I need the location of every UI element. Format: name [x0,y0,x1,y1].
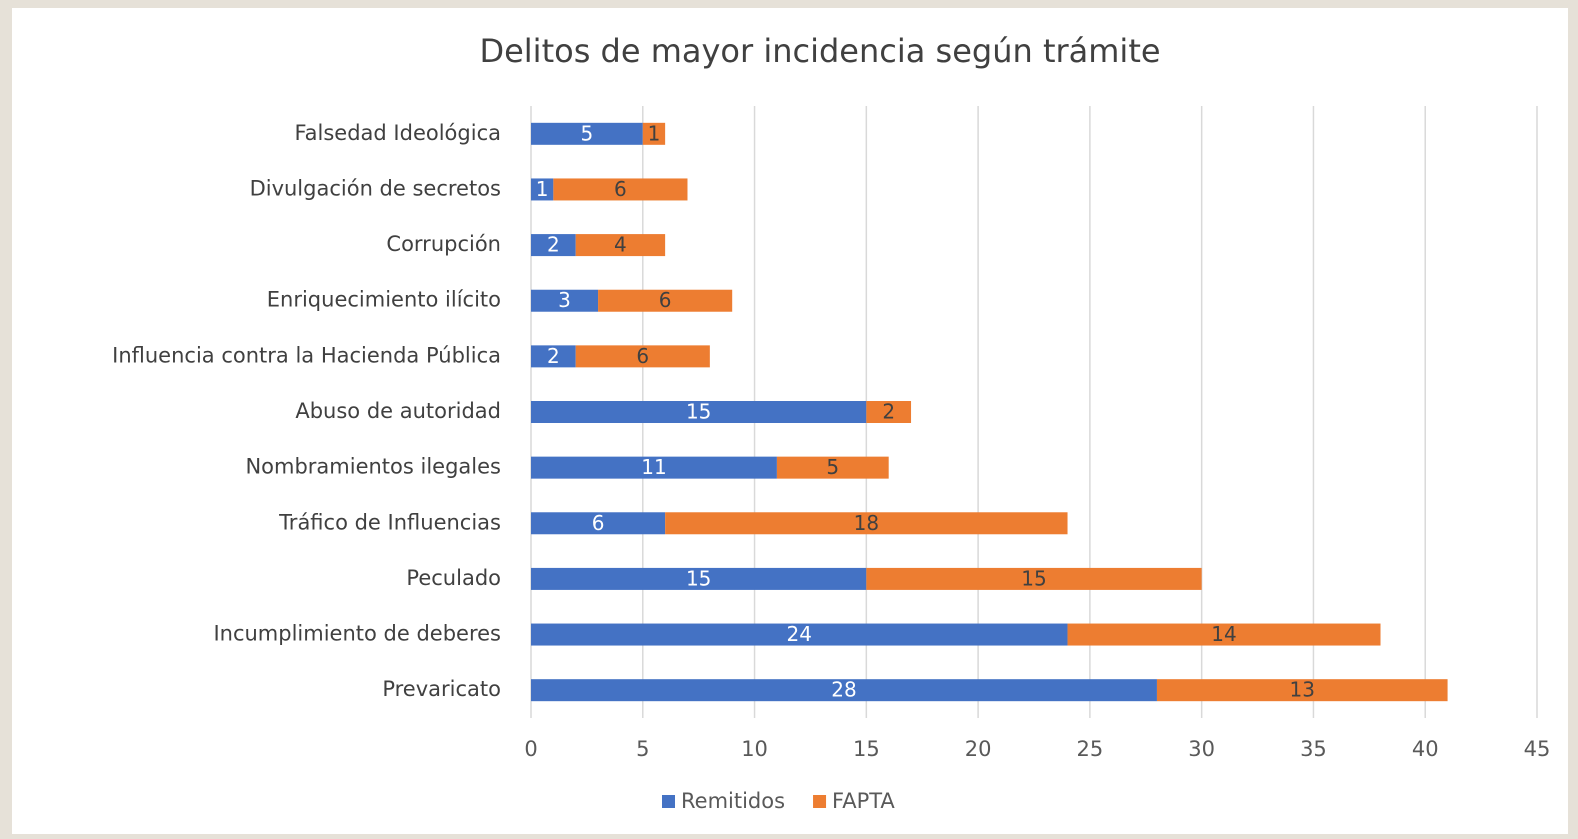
bar-segment [598,289,733,312]
data-label: 13 [1290,678,1315,702]
x-tick-label: 10 [741,737,768,761]
y-tick-label: Tráfico de Influencias [278,510,501,534]
data-label: 2 [547,344,560,368]
data-label: 15 [686,566,711,590]
data-label: 5 [581,121,594,145]
data-label: 28 [831,678,856,702]
bar-segment [531,567,867,590]
legend-label: FAPTA [832,789,895,813]
y-tick-label: Abuso de autoridad [295,399,501,423]
data-label: 6 [614,177,627,201]
data-label: 3 [558,288,571,312]
data-label: 1 [648,121,661,145]
bar-segment [531,456,777,479]
data-label: 15 [1021,566,1046,590]
data-label: 4 [614,233,627,257]
x-tick-label: 5 [636,737,649,761]
bar-segment [531,122,643,145]
x-tick-label: 0 [524,737,537,761]
x-tick-label: 20 [965,737,992,761]
data-label: 1 [536,177,549,201]
bar-segment [531,679,1157,702]
legend-swatch [662,795,675,808]
y-tick-label: Falsedad Ideológica [295,121,501,145]
data-label: 18 [854,511,879,535]
chart-title: Delitos de mayor incidencia según trámit… [479,32,1160,70]
bar-segment [531,234,576,257]
x-tick-label: 15 [853,737,880,761]
bar-segment [575,234,666,257]
bar-segment [866,567,1202,590]
legend-swatch [813,795,827,808]
data-label: 6 [592,511,605,535]
y-tick-label: Peculado [406,566,501,590]
y-tick-label: Corrupción [386,232,501,256]
bar-segment [531,623,1068,646]
bar-segment [1156,679,1448,702]
y-tick-label: Enriquecimiento ilícito [267,288,501,312]
data-label: 11 [641,455,666,479]
x-tick-label: 35 [1300,737,1327,761]
bar-segment [575,345,710,368]
x-tick-label: 45 [1524,737,1551,761]
data-label: 14 [1211,622,1236,646]
x-tick-label: 30 [1188,737,1215,761]
data-label: 6 [636,344,649,368]
y-tick-label: Influencia contra la Hacienda Pública [112,343,501,367]
x-tick-label: 25 [1077,737,1104,761]
bar-segment [531,401,867,423]
data-label: 2 [547,233,560,257]
data-label: 2 [882,400,895,424]
bar-segment [642,122,666,145]
y-tick-label: Incumplimiento de deberes [213,622,501,646]
bar-segment [776,456,889,479]
y-tick-label: Nombramientos ilegales [245,455,501,479]
legend-label: Remitidos [681,789,785,813]
bar-segment [531,289,599,312]
y-tick-label: Prevaricato [382,677,501,701]
x-tick-label: 40 [1412,737,1439,761]
bar-segment [531,345,576,368]
y-tick-label: Divulgación de secretos [250,176,501,200]
bar-segment [531,178,554,201]
data-label: 6 [659,288,672,312]
bar-segment [531,512,666,535]
bar-segment [665,512,1068,535]
data-label: 15 [686,400,711,424]
bar-segment [1067,623,1381,646]
bar-segment [866,401,912,423]
data-label: 5 [826,455,839,479]
data-label: 24 [787,622,812,646]
bar-segment [553,178,688,201]
